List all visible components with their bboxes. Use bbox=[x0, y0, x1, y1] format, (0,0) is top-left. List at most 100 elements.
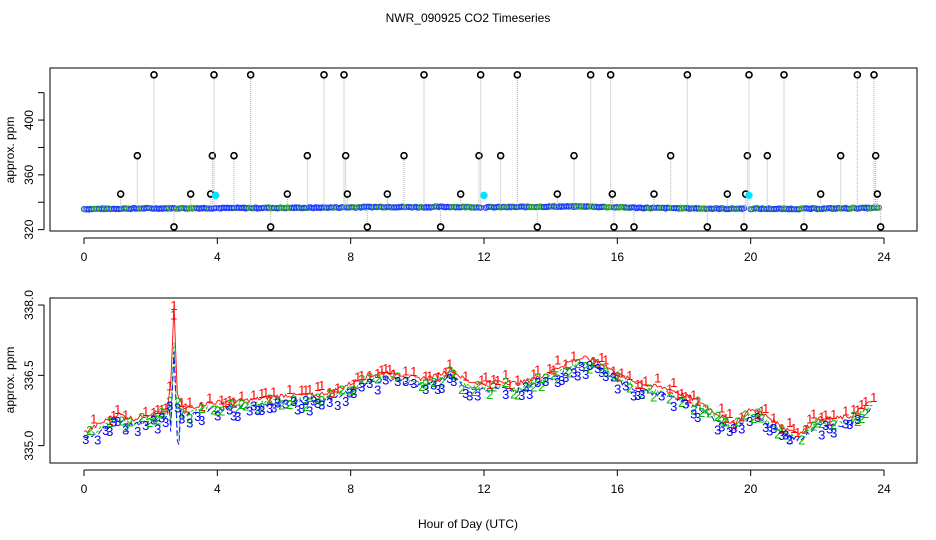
bottom-point-series-1: 1 bbox=[802, 422, 809, 437]
bottom-point-series-1: 1 bbox=[226, 393, 233, 408]
bottom-point-series-3: 3 bbox=[198, 413, 205, 428]
bottom-point-series-2: 2 bbox=[302, 399, 309, 414]
bottom-point-series-3: 3 bbox=[542, 374, 549, 389]
top-base-point bbox=[875, 204, 883, 211]
top-spike-point bbox=[283, 190, 292, 198]
bottom-point-series-2: 2 bbox=[690, 403, 697, 418]
top-spike-point bbox=[853, 71, 862, 79]
bottom-point-series-3: 3 bbox=[718, 419, 725, 434]
bottom-point-series-1: 1 bbox=[250, 388, 257, 403]
top-spike-point bbox=[436, 223, 445, 231]
bottom-point-series-1: 1 bbox=[158, 402, 165, 417]
top-x-tick-label: 16 bbox=[611, 250, 625, 264]
bottom-point-series-3: 3 bbox=[258, 403, 265, 418]
bottom-point-series-3: 3 bbox=[318, 398, 325, 413]
bottom-point-series-1: 1 bbox=[530, 367, 537, 382]
bottom-point-series-3: 3 bbox=[346, 385, 353, 400]
bottom-point-series-1: 1 bbox=[642, 374, 649, 389]
bottom-point-series-2: 2 bbox=[122, 420, 129, 435]
bottom-point-series-3: 3 bbox=[582, 367, 589, 382]
top-spike-point bbox=[475, 151, 483, 160]
bottom-point-series-2: 2 bbox=[510, 386, 517, 401]
bottom-point-series-2: 2 bbox=[626, 381, 633, 396]
bottom-y-tick-label: 335.0 bbox=[22, 430, 36, 460]
bottom-point-series-2: 2 bbox=[818, 416, 825, 431]
bottom-point-series-2: 2 bbox=[422, 377, 429, 392]
bottom-point-series-2: 2 bbox=[314, 390, 321, 405]
bottom-point-series-2: 2 bbox=[646, 382, 653, 397]
bottom-point-series-2: 2 bbox=[450, 367, 457, 382]
bottom-point-series-1: 1 bbox=[178, 395, 185, 410]
top-cyan-point bbox=[745, 191, 753, 200]
top-spike-point bbox=[740, 223, 748, 231]
bottom-point-series-1: 1 bbox=[730, 417, 737, 432]
bottom-point-series-3: 3 bbox=[374, 383, 381, 398]
top-spike-point bbox=[586, 71, 595, 79]
bottom-point-series-3: 3 bbox=[570, 366, 577, 381]
bottom-point-series-1: 1 bbox=[758, 404, 765, 419]
bottom-point-series-2: 2 bbox=[610, 370, 617, 385]
top-spike-point bbox=[496, 151, 505, 160]
bottom-point-series-3: 3 bbox=[282, 397, 289, 412]
bottom-point-series-1: 1 bbox=[402, 364, 409, 379]
x-axis-label: Hour of Day (UTC) bbox=[418, 517, 518, 531]
bottom-point-series-1: 1 bbox=[694, 394, 701, 409]
chart-title: NWR_090925 CO2 Timeseries bbox=[386, 11, 551, 25]
bottom-point-series-1: 1 bbox=[302, 383, 309, 398]
bottom-point-series-1: 1 bbox=[390, 367, 397, 382]
bottom-point-series-3: 3 bbox=[438, 381, 445, 396]
bottom-point-series-3: 3 bbox=[434, 382, 441, 397]
bottom-point-series-3: 3 bbox=[714, 423, 721, 438]
top-spike-point bbox=[703, 223, 712, 231]
top-spike-point bbox=[650, 190, 658, 198]
top-spike-point bbox=[745, 71, 753, 79]
bottom-panel: 3213312313132123232132123123123131231231… bbox=[3, 290, 918, 496]
bottom-point-series-2: 2 bbox=[734, 415, 741, 430]
bottom-point-series-1: 1 bbox=[670, 375, 677, 390]
bottom-point-series-1: 1 bbox=[506, 377, 513, 392]
bottom-point-series-3: 3 bbox=[106, 424, 113, 439]
bottom-point-series-2: 2 bbox=[598, 362, 605, 377]
bottom-point-series-3: 3 bbox=[158, 411, 165, 426]
bottom-point-series-3: 3 bbox=[214, 408, 221, 423]
top-spike-point bbox=[533, 223, 542, 231]
bottom-point-series-1: 1 bbox=[842, 404, 849, 419]
bottom-point-series-2: 2 bbox=[782, 427, 789, 442]
bottom-point-series-2: 2 bbox=[538, 379, 545, 394]
bottom-point-series-1: 1 bbox=[110, 408, 117, 423]
bottom-point-series-3: 3 bbox=[154, 421, 161, 436]
bottom-point-series-2: 2 bbox=[286, 397, 293, 412]
bottom-point-series-1: 1 bbox=[614, 368, 621, 383]
bottom-point-series-3: 3 bbox=[778, 428, 785, 443]
bottom-trend-line-1 bbox=[83, 305, 873, 436]
bottom-point-series-1: 1 bbox=[354, 370, 361, 385]
bottom-point-series-1: 1 bbox=[570, 348, 577, 363]
bottom-point-series-2: 2 bbox=[138, 410, 145, 425]
bottom-point-series-3: 3 bbox=[134, 424, 141, 439]
bottom-point-series-1: 1 bbox=[806, 412, 813, 427]
bottom-point-series-2: 2 bbox=[750, 411, 757, 426]
bottom-point-series-1: 1 bbox=[590, 354, 597, 369]
bottom-point-series-2: 2 bbox=[86, 423, 93, 438]
bottom-point-series-3: 3 bbox=[122, 422, 129, 437]
top-y-tick-label: 320 bbox=[22, 219, 36, 239]
bottom-point-series-3: 3 bbox=[422, 382, 429, 397]
bottom-point-series-2: 2 bbox=[290, 393, 297, 408]
bottom-point-series-1: 1 bbox=[550, 362, 557, 377]
bottom-point-series-3: 3 bbox=[166, 399, 173, 414]
top-spike-point bbox=[608, 190, 617, 198]
bottom-point-series-3: 3 bbox=[394, 374, 401, 389]
bottom-point-series-2: 2 bbox=[274, 394, 281, 409]
bottom-point-series-1: 1 bbox=[426, 369, 433, 384]
bottom-point-series-1: 1 bbox=[786, 415, 793, 430]
bottom-point-series-3: 3 bbox=[410, 376, 417, 391]
top-x-axis: 0 4 8 12 16 20 24 bbox=[81, 237, 891, 264]
bottom-x-axis: 0 4 8 12 16 20 24 bbox=[81, 469, 891, 496]
bottom-point-series-3: 3 bbox=[358, 379, 365, 394]
bottom-point-series-2: 2 bbox=[350, 383, 357, 398]
bottom-point-series-2: 2 bbox=[366, 370, 373, 385]
bottom-point-series-2: 2 bbox=[166, 394, 173, 409]
bottom-point-series-1: 1 bbox=[794, 425, 801, 440]
bottom-point-series-2: 2 bbox=[154, 412, 161, 427]
bottom-point-series-3: 3 bbox=[762, 420, 769, 435]
